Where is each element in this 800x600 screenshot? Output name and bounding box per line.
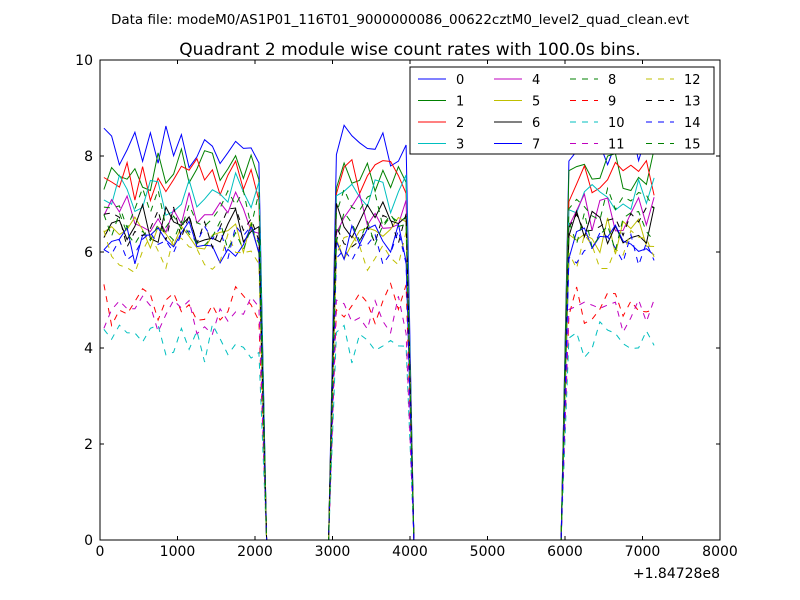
x-tick-label: 0 (96, 544, 105, 560)
x-tick-label: 1000 (160, 544, 196, 560)
x-tick-label: 4000 (392, 544, 428, 560)
x-offset-label: +1.84728e8 (633, 566, 720, 582)
legend-label-8: 8 (608, 73, 616, 88)
legend-label-5: 5 (532, 95, 540, 110)
y-tick-label: 4 (84, 341, 93, 357)
series-line-15 (103, 211, 655, 541)
legend-box (409, 66, 715, 155)
legend-label-10: 10 (608, 116, 625, 131)
legend-label-9: 9 (608, 95, 616, 110)
chart-title: Quadrant 2 module wise count rates with … (179, 40, 640, 60)
legend-label-14: 14 (684, 116, 701, 131)
legend-label-7: 7 (532, 138, 540, 153)
series-lines (103, 124, 655, 541)
y-tick-label: 6 (84, 245, 93, 261)
y-tick-label: 0 (84, 533, 93, 549)
legend-label-4: 4 (532, 73, 540, 88)
legend-label-13: 13 (684, 95, 701, 110)
legend-label-11: 11 (608, 138, 625, 153)
legend-label-15: 15 (684, 138, 701, 153)
x-tick-label: 2000 (237, 544, 273, 560)
legend-label-3: 3 (456, 138, 464, 153)
series-line-10 (103, 320, 655, 541)
y-tick-label: 10 (75, 53, 93, 69)
legend-label-0: 0 (456, 73, 464, 88)
x-tick-label: 3000 (315, 544, 351, 560)
legend-label-1: 1 (456, 95, 464, 110)
x-tick-label: 8000 (702, 544, 738, 560)
x-tick-label: 7000 (625, 544, 661, 560)
x-tick-label: 5000 (470, 544, 506, 560)
legend-label-6: 6 (532, 116, 540, 131)
y-tick-label: 8 (84, 149, 93, 165)
legend-label-2: 2 (456, 116, 464, 131)
y-tick-label: 2 (84, 437, 93, 453)
legend-label-12: 12 (684, 73, 701, 88)
figure-suptitle: Data file: modeM0/AS1P01_116T01_90000000… (111, 12, 689, 28)
x-tick-label: 6000 (547, 544, 583, 560)
